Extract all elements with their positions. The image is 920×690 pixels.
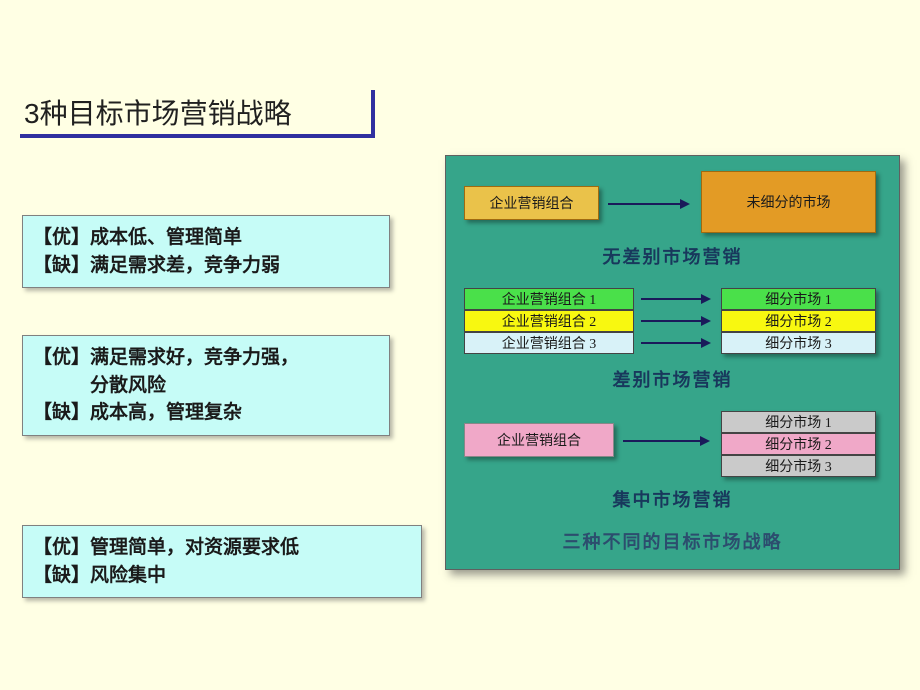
- market-box: 细分市场 3: [721, 455, 876, 477]
- description-line: 【缺】满足需求差，竞争力弱: [33, 252, 381, 280]
- description-line: 【优】管理简单，对资源要求低: [33, 534, 413, 562]
- arrow: [641, 298, 709, 300]
- section-caption: 差别市场营销: [446, 366, 899, 392]
- section-caption: 集中市场营销: [446, 486, 899, 512]
- mix-box: 企业营销组合: [464, 186, 599, 220]
- diagram-footer: 三种不同的目标市场战略: [446, 528, 899, 554]
- arrow: [623, 440, 708, 442]
- description-box-3: 【优】管理简单，对资源要求低【缺】风险集中: [22, 525, 422, 598]
- description-line: 【缺】风险集中: [33, 562, 413, 590]
- arrow: [641, 320, 709, 322]
- description-box-2: 【优】满足需求好，竞争力强， 分散风险【缺】成本高，管理复杂: [22, 335, 390, 436]
- section-caption: 无差别市场营销: [446, 243, 899, 269]
- arrow: [608, 203, 688, 205]
- market-box: 细分市场 1: [721, 411, 876, 433]
- mix-row: 企业营销组合 3: [464, 332, 634, 354]
- market-box: 细分市场 2: [721, 310, 876, 332]
- diagram-panel: 企业营销组合未细分的市场无差别市场营销企业营销组合 1企业营销组合 2企业营销组…: [445, 155, 900, 570]
- description-line: 分散风险: [33, 372, 381, 400]
- page-title: 3种目标市场营销战略: [20, 90, 375, 138]
- description-line: 【优】满足需求好，竞争力强，: [33, 344, 381, 372]
- market-box: 细分市场 1: [721, 288, 876, 310]
- market-box: 细分市场 2: [721, 433, 876, 455]
- description-box-1: 【优】成本低、管理简单【缺】满足需求差，竞争力弱: [22, 215, 390, 288]
- description-line: 【优】成本低、管理简单: [33, 224, 381, 252]
- market-box: 未细分的市场: [701, 171, 876, 233]
- mix-row: 企业营销组合 2: [464, 310, 634, 332]
- arrow: [641, 342, 709, 344]
- mix-box: 企业营销组合: [464, 423, 614, 457]
- market-box: 细分市场 3: [721, 332, 876, 354]
- description-line: 【缺】成本高，管理复杂: [33, 399, 381, 427]
- title-text: 3种目标市场营销战略: [24, 92, 292, 132]
- mix-row: 企业营销组合 1: [464, 288, 634, 310]
